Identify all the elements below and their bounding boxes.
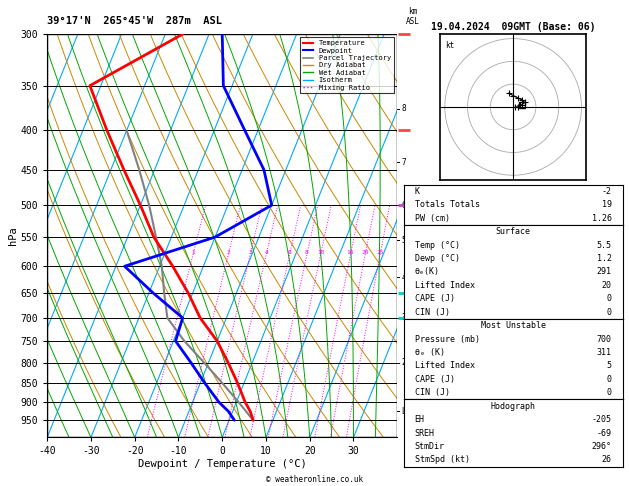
Text: 25: 25 [376,250,384,255]
Text: 20: 20 [362,250,369,255]
Text: 19: 19 [602,200,612,209]
Text: 700: 700 [597,334,612,344]
Y-axis label: hPa: hPa [8,226,18,245]
Text: 1.2: 1.2 [597,254,612,263]
Text: PW (cm): PW (cm) [415,214,450,223]
Text: 0: 0 [607,388,612,397]
Text: 2: 2 [226,250,230,255]
Text: © weatheronline.co.uk: © weatheronline.co.uk [266,474,363,484]
Text: θₑ (K): θₑ (K) [415,348,445,357]
Text: 1.26: 1.26 [592,214,612,223]
X-axis label: Dewpoint / Temperature (°C): Dewpoint / Temperature (°C) [138,459,306,469]
Text: 8: 8 [402,104,406,113]
Text: 3: 3 [248,250,252,255]
Text: 3: 3 [402,313,406,322]
Text: 4: 4 [264,250,268,255]
Text: Pressure (mb): Pressure (mb) [415,334,479,344]
Text: 16: 16 [347,250,354,255]
Text: kt: kt [445,41,454,50]
Text: CAPE (J): CAPE (J) [415,375,455,384]
Text: 6: 6 [402,201,406,209]
Text: Surface: Surface [496,227,531,236]
Text: 26: 26 [602,455,612,464]
Text: Lifted Index: Lifted Index [415,362,474,370]
Text: 0: 0 [607,308,612,317]
Text: Lifted Index: Lifted Index [415,281,474,290]
Text: SREH: SREH [415,429,435,437]
Text: 19.04.2024  09GMT (Base: 06): 19.04.2024 09GMT (Base: 06) [431,21,596,32]
Legend: Temperature, Dewpoint, Parcel Trajectory, Dry Adiabat, Wet Adiabat, Isotherm, Mi: Temperature, Dewpoint, Parcel Trajectory… [300,37,394,93]
Text: -2: -2 [602,187,612,196]
Text: CAPE (J): CAPE (J) [415,295,455,303]
Text: 0: 0 [607,295,612,303]
Text: K: K [415,187,420,196]
Text: Dewp (°C): Dewp (°C) [415,254,460,263]
Text: EH: EH [415,415,425,424]
Text: 20: 20 [602,281,612,290]
Text: 0: 0 [607,375,612,384]
Text: Temp (°C): Temp (°C) [415,241,460,250]
Text: km
ASL: km ASL [406,6,420,26]
Text: 296°: 296° [592,442,612,451]
Text: LCL: LCL [402,407,416,416]
Text: CIN (J): CIN (J) [415,308,450,317]
Text: 5: 5 [402,236,406,244]
Text: 1: 1 [191,250,195,255]
Text: StmDir: StmDir [415,442,445,451]
Text: 8: 8 [305,250,309,255]
Text: CIN (J): CIN (J) [415,388,450,397]
Text: 4: 4 [402,273,406,282]
Text: StmSpd (kt): StmSpd (kt) [415,455,469,464]
Text: 291: 291 [597,267,612,277]
Text: 2: 2 [402,358,406,367]
Text: -205: -205 [592,415,612,424]
Text: 7: 7 [402,158,406,167]
Text: 311: 311 [597,348,612,357]
Text: Hodograph: Hodograph [491,401,536,411]
Text: 5: 5 [607,362,612,370]
Text: θₑ(K): θₑ(K) [415,267,440,277]
Text: 10: 10 [317,250,325,255]
Text: 39°17'N  265°45'W  287m  ASL: 39°17'N 265°45'W 287m ASL [47,16,222,26]
Text: Totals Totals: Totals Totals [415,200,479,209]
Text: 5.5: 5.5 [597,241,612,250]
Text: Most Unstable: Most Unstable [481,321,545,330]
Text: -69: -69 [597,429,612,437]
Text: 6: 6 [287,250,291,255]
Text: 1: 1 [402,407,406,416]
